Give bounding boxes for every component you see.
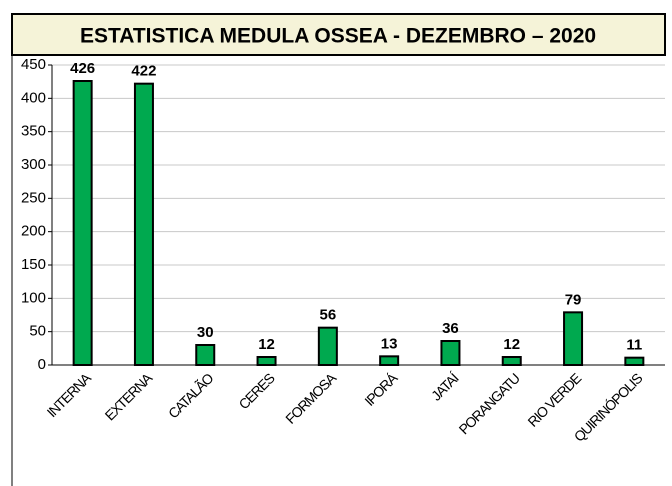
y-tick-label: 300 bbox=[21, 156, 46, 173]
value-label: 12 bbox=[258, 336, 275, 353]
bar bbox=[72, 80, 93, 366]
bar bbox=[133, 82, 154, 367]
value-label: 36 bbox=[442, 320, 459, 337]
x-tick-label: JATAÍ bbox=[428, 370, 462, 404]
value-label: 11 bbox=[626, 337, 642, 354]
bar bbox=[624, 356, 645, 366]
x-tick-label: CATALÃO bbox=[165, 370, 217, 422]
value-label: 12 bbox=[503, 336, 520, 353]
x-tick-label: CERES bbox=[235, 370, 277, 412]
title-box bbox=[11, 13, 666, 56]
bar bbox=[501, 356, 522, 366]
x-tick-label: RIO VERDE bbox=[524, 370, 584, 430]
y-tick-label: 250 bbox=[21, 189, 46, 206]
value-label: 422 bbox=[131, 63, 156, 80]
y-tick-label: 100 bbox=[21, 289, 46, 306]
y-tick-label: 50 bbox=[29, 323, 46, 340]
bar bbox=[317, 326, 338, 366]
value-label: 30 bbox=[197, 324, 214, 341]
bar bbox=[563, 311, 584, 367]
y-tick-label: 400 bbox=[21, 89, 46, 106]
x-tick-label: FORMOSA bbox=[282, 369, 340, 427]
x-tick-label: IPORÁ bbox=[361, 369, 401, 409]
bar bbox=[379, 355, 400, 367]
y-tick-label: 0 bbox=[38, 356, 46, 373]
bar bbox=[195, 344, 216, 366]
value-label: 426 bbox=[70, 60, 95, 77]
y-tick-label: 450 bbox=[21, 56, 46, 73]
chart-title: ESTATISTICA MEDULA OSSEA - DEZEMBRO – 20… bbox=[80, 25, 596, 48]
y-tick-label: 350 bbox=[21, 123, 46, 140]
x-tick-label: INTERNA bbox=[44, 369, 95, 420]
x-tick-label: EXTERNA bbox=[102, 369, 156, 423]
value-label: 56 bbox=[320, 307, 337, 324]
value-label: 13 bbox=[381, 335, 398, 352]
y-tick-label: 150 bbox=[21, 256, 46, 273]
bar bbox=[256, 356, 277, 366]
x-tick-label: PORANGATU bbox=[456, 370, 524, 438]
value-label: 79 bbox=[565, 291, 582, 308]
bar bbox=[440, 340, 461, 366]
y-tick-label: 200 bbox=[21, 223, 46, 240]
